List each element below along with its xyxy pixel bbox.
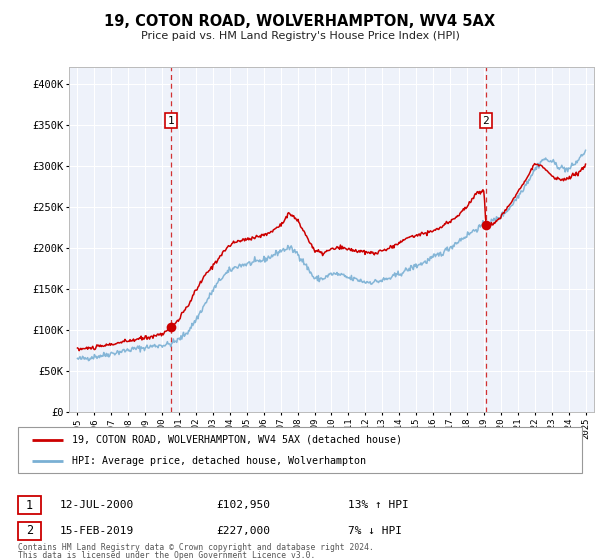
Text: Contains HM Land Registry data © Crown copyright and database right 2024.: Contains HM Land Registry data © Crown c… (18, 543, 374, 552)
Text: £227,000: £227,000 (216, 526, 270, 536)
Text: 2: 2 (482, 115, 490, 125)
Text: 7% ↓ HPI: 7% ↓ HPI (348, 526, 402, 536)
Text: HPI: Average price, detached house, Wolverhampton: HPI: Average price, detached house, Wolv… (71, 456, 365, 466)
Text: 1: 1 (168, 115, 175, 125)
Text: £102,950: £102,950 (216, 500, 270, 510)
FancyBboxPatch shape (18, 496, 41, 514)
Text: 13% ↑ HPI: 13% ↑ HPI (348, 500, 409, 510)
Text: 19, COTON ROAD, WOLVERHAMPTON, WV4 5AX: 19, COTON ROAD, WOLVERHAMPTON, WV4 5AX (104, 14, 496, 29)
FancyBboxPatch shape (18, 522, 41, 540)
Text: Price paid vs. HM Land Registry's House Price Index (HPI): Price paid vs. HM Land Registry's House … (140, 31, 460, 41)
Text: 2: 2 (26, 524, 33, 538)
Text: 1: 1 (26, 498, 33, 512)
Text: 12-JUL-2000: 12-JUL-2000 (60, 500, 134, 510)
Text: 19, COTON ROAD, WOLVERHAMPTON, WV4 5AX (detached house): 19, COTON ROAD, WOLVERHAMPTON, WV4 5AX (… (71, 435, 401, 445)
Text: 15-FEB-2019: 15-FEB-2019 (60, 526, 134, 536)
Text: This data is licensed under the Open Government Licence v3.0.: This data is licensed under the Open Gov… (18, 551, 316, 560)
